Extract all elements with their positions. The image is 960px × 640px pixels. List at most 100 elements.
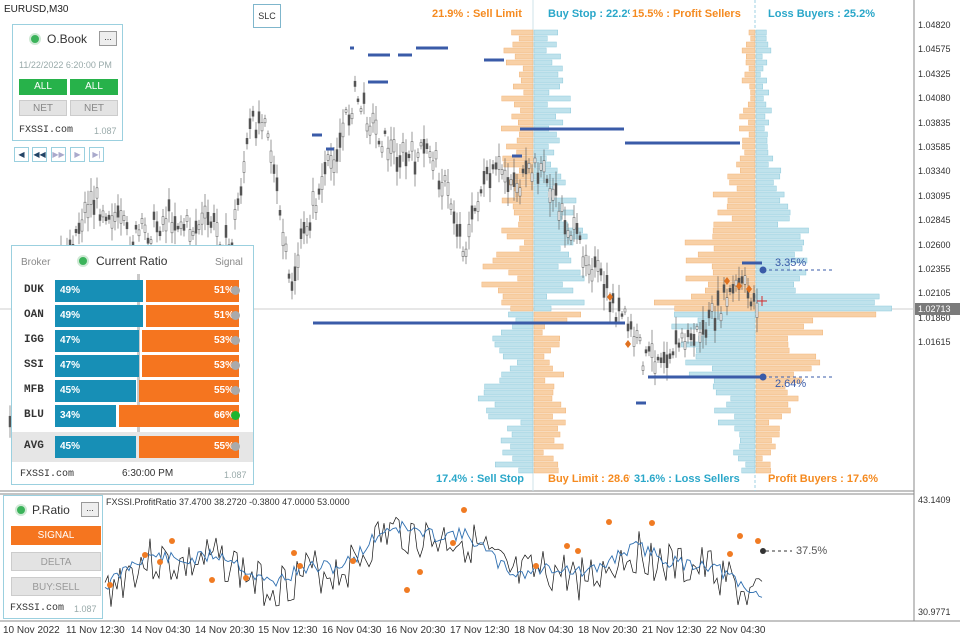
nav-prev-icon[interactable]: ◀ bbox=[14, 147, 29, 162]
buy-sell-button[interactable]: BUY:SELL bbox=[11, 577, 101, 596]
loss-sellers-bar bbox=[740, 437, 756, 444]
buy-stop-bar bbox=[533, 131, 557, 138]
profit-sellers-bar bbox=[749, 83, 756, 90]
buy-stop-bar bbox=[533, 209, 574, 216]
avg-buy-bar: 45% bbox=[55, 436, 136, 458]
sell-limit-bar bbox=[513, 209, 534, 216]
obook-all-button-left[interactable]: ALL bbox=[19, 79, 67, 95]
signal-icon bbox=[231, 386, 240, 395]
candle-body bbox=[503, 169, 507, 183]
nav-next-icon[interactable]: ▶ bbox=[70, 147, 85, 162]
candle-body bbox=[404, 152, 408, 167]
loss-buyers-bar bbox=[755, 245, 803, 252]
loss-sellers-bar bbox=[671, 323, 756, 330]
candle-body bbox=[245, 138, 249, 145]
candle-body bbox=[686, 329, 690, 338]
profit-sellers-bar bbox=[739, 155, 756, 162]
candle-body bbox=[452, 211, 456, 224]
nav-end-icon[interactable]: ▶| bbox=[89, 147, 104, 162]
buy-ratio-bar: 45% bbox=[55, 380, 136, 402]
candle-body bbox=[740, 276, 744, 284]
profit-sellers-bar bbox=[712, 191, 756, 198]
pratio-minimize-button[interactable]: ... bbox=[81, 502, 99, 517]
slc-button[interactable]: SLC bbox=[253, 4, 281, 28]
sell-stop-bar bbox=[512, 323, 534, 330]
candle-body bbox=[500, 169, 504, 175]
candle-body bbox=[755, 302, 759, 318]
buy-limit-bar bbox=[533, 449, 544, 456]
buy-stop-bar bbox=[533, 95, 571, 102]
candle-body bbox=[401, 142, 405, 153]
buy-limit-bar bbox=[533, 407, 567, 414]
candle-body bbox=[191, 231, 195, 236]
sell-stop-bar bbox=[483, 389, 534, 396]
sell-limit-bar bbox=[514, 191, 534, 198]
time-tick: 14 Nov 20:30 bbox=[195, 625, 255, 636]
candle-body bbox=[527, 163, 531, 169]
signal-icon bbox=[231, 311, 240, 320]
indicator-label: FXSSI.ProfitRatio 37.4700 38.2720 -0.380… bbox=[106, 497, 350, 507]
sell-limit-bar bbox=[506, 143, 534, 150]
signal-button[interactable]: SIGNAL bbox=[11, 526, 101, 545]
sell-stop-bar bbox=[492, 335, 534, 342]
obook-net-button-right[interactable]: NET bbox=[70, 100, 118, 116]
time-tick: 18 Nov 20:30 bbox=[578, 625, 638, 636]
loss-buyers-bar bbox=[755, 287, 796, 294]
candle-body bbox=[437, 180, 441, 190]
loss-buyers-bar bbox=[755, 89, 769, 96]
candle-body bbox=[107, 214, 111, 220]
price-tick: 1.04080 bbox=[918, 93, 951, 104]
obook-minimize-button[interactable]: ... bbox=[99, 31, 117, 46]
candle-body bbox=[173, 216, 177, 231]
signal-dot bbox=[533, 563, 539, 569]
candle-body bbox=[305, 226, 309, 236]
loss-sellers-bar bbox=[697, 317, 756, 324]
candle-body bbox=[533, 157, 537, 164]
candle-body bbox=[410, 141, 414, 152]
broker-name: OAN bbox=[24, 309, 44, 321]
obook-net-button-left[interactable]: NET bbox=[19, 100, 67, 116]
sell-limit-bar bbox=[496, 251, 534, 258]
candle-body bbox=[284, 243, 288, 252]
nav-forward-icon[interactable]: ▶▶ bbox=[51, 147, 66, 162]
buy-ratio-bar: 34% bbox=[55, 405, 116, 427]
candle-body bbox=[146, 237, 150, 244]
price-tick: 1.04325 bbox=[918, 68, 951, 79]
delta-button[interactable]: DELTA bbox=[11, 552, 101, 571]
profit-buyers-bar bbox=[755, 419, 770, 426]
candle-body bbox=[659, 357, 663, 363]
obook-all-button-right[interactable]: ALL bbox=[70, 79, 118, 95]
candle-body bbox=[377, 140, 381, 145]
candle-body bbox=[458, 223, 462, 237]
candle-body bbox=[542, 160, 546, 173]
time-tick: 21 Nov 12:30 bbox=[642, 625, 702, 636]
candle-body bbox=[641, 365, 645, 371]
candle-body bbox=[104, 216, 108, 222]
buy-stop-bar bbox=[533, 191, 548, 198]
loss-buyers-bar bbox=[755, 101, 767, 108]
buy-stop-bar bbox=[533, 203, 563, 210]
candle-body bbox=[155, 221, 159, 233]
profit-sellers-bar bbox=[727, 197, 756, 204]
sell-stop-bar bbox=[517, 359, 534, 366]
candle-body bbox=[200, 212, 204, 225]
price-tick: 1.03340 bbox=[918, 166, 951, 177]
profit-sellers-bar bbox=[713, 221, 756, 228]
candle-body bbox=[314, 205, 318, 213]
sell-limit-bar bbox=[481, 281, 534, 288]
candle-body bbox=[149, 239, 153, 244]
candle-body bbox=[89, 190, 93, 205]
sell-limit-bar bbox=[516, 149, 534, 156]
loss-sellers-bar bbox=[738, 455, 756, 462]
loss-buyers-label: Loss Buyers : 25.2% bbox=[768, 8, 875, 20]
candle-body bbox=[122, 215, 126, 221]
profit-buyers-bar bbox=[755, 407, 791, 414]
profit-sellers-bar bbox=[684, 239, 756, 246]
signal-dot bbox=[350, 558, 356, 564]
candle-body bbox=[509, 179, 513, 186]
nav-rewind-icon[interactable]: ◀◀ bbox=[32, 147, 47, 162]
profit-buyers-bar bbox=[755, 311, 877, 318]
candle-body bbox=[140, 218, 144, 225]
sell-ratio-bar: 66% bbox=[119, 405, 239, 427]
